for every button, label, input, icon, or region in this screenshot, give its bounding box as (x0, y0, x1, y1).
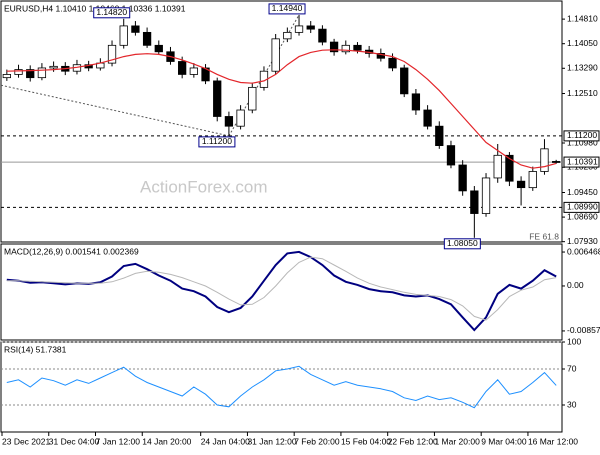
candle-body (540, 148, 549, 172)
candle-body (178, 61, 187, 75)
panel-title: MACD(12,26,9) 0.001541 0.002369 (4, 246, 139, 256)
candle-body (411, 93, 421, 111)
candle-body (341, 44, 350, 53)
candle-body (189, 67, 198, 75)
moving-average (6, 49, 557, 169)
candle-body (516, 180, 526, 189)
indicator-line (6, 365, 557, 409)
candle-body (213, 80, 222, 117)
y-tick-label: 1.13290 (567, 63, 598, 73)
last-price-label: 1.10391 (567, 156, 598, 166)
candle-body (107, 44, 117, 64)
trend-line (0, 84, 230, 137)
panel-title: RSI(14) 51.7381 (4, 344, 67, 354)
candle-body (435, 125, 444, 147)
x-tick-label: 7 Feb 20:00 (294, 436, 340, 446)
y-tick-label: 1.10980 (567, 137, 598, 147)
annotation-box (93, 7, 131, 19)
panel-frame (0, 0, 563, 243)
candle-body (318, 28, 327, 43)
annotation-box (268, 3, 306, 15)
y-tick-label: 70 (567, 363, 577, 373)
candle-body (271, 38, 280, 72)
y-tick-label: 0.006468 (567, 246, 600, 256)
candle-body (248, 86, 257, 111)
candle-body (154, 44, 163, 53)
candle-body (470, 190, 479, 214)
x-tick-label: 15 Feb 04:00 (341, 436, 391, 446)
candle-body (306, 25, 315, 30)
x-tick-label: 7 Jan 12:00 (96, 436, 141, 446)
y-tick-label: 30 (567, 399, 577, 409)
x-tick-label: 9 Mar 04:00 (481, 436, 527, 446)
level-box (563, 130, 600, 142)
x-tick-label: 1 Mar 20:00 (434, 436, 480, 446)
candle-body (552, 161, 561, 163)
y-tick-label: 1.12510 (567, 88, 598, 98)
fibo-label: FE 61.8 (529, 231, 559, 241)
candle-body (400, 67, 409, 95)
y-tick-label: 0.00 (567, 280, 584, 290)
candle-body (201, 67, 210, 82)
candle-body (224, 116, 234, 127)
candle-body (388, 57, 397, 69)
y-tick-label: 100 (567, 336, 581, 346)
candle-body (26, 69, 35, 79)
x-tick-label: 22 Feb 12:00 (388, 436, 438, 446)
candle-body (2, 74, 11, 79)
candle-body (505, 154, 514, 182)
indicator-line (6, 256, 557, 321)
candle-body (376, 53, 385, 59)
candle-body (283, 31, 292, 40)
annotation-label: 1.11200 (202, 136, 232, 146)
y-tick-label: 1.09450 (567, 187, 598, 197)
candle-body (142, 31, 152, 46)
candle-body (294, 25, 304, 33)
annotation-label: 1.14940 (272, 3, 303, 13)
candle-body (236, 109, 245, 127)
y-tick-label: 1.07930 (567, 236, 598, 246)
candle-body (446, 145, 456, 166)
candle-body (353, 44, 362, 51)
x-tick-label: 16 Mar 12:00 (528, 436, 578, 446)
annotation-label: 1.14820 (96, 7, 127, 17)
candle-body (49, 65, 58, 69)
x-tick-label: 23 Dec 2021 (2, 436, 50, 446)
candle-body (423, 109, 432, 127)
x-tick-label: 14 Jan 20:00 (142, 436, 191, 446)
y-tick-label: 1.14810 (567, 13, 598, 23)
x-tick-label: 31 Jan 12:00 (247, 436, 296, 446)
indicator-line (6, 250, 557, 332)
level-box (563, 201, 600, 213)
x-tick-label: 24 Jan 04:00 (201, 436, 250, 446)
annotation-label: 1.08050 (447, 238, 478, 248)
panel-frame (0, 243, 563, 341)
annotation-box (198, 136, 236, 148)
last-price-box (563, 156, 600, 168)
level-label: 1.08990 (567, 202, 598, 212)
candle-body (14, 69, 23, 75)
candle-body (458, 164, 467, 192)
candle-body (37, 67, 47, 79)
candle-body (131, 25, 140, 33)
candle-body (329, 41, 339, 53)
x-tick-label: 31 Dec 04:00 (49, 436, 100, 446)
candle-body (493, 154, 502, 179)
candle-body (119, 25, 128, 46)
watermark: ActionForex.com (140, 177, 268, 196)
y-tick-label: 1.14050 (567, 38, 598, 48)
candle-body (528, 171, 537, 189)
candle-body (481, 177, 491, 214)
y-tick-label: 1.08690 (567, 211, 598, 221)
y-tick-label: -0.008573 (567, 325, 600, 335)
annotation-box (443, 238, 481, 250)
level-label: 1.11200 (567, 130, 597, 140)
